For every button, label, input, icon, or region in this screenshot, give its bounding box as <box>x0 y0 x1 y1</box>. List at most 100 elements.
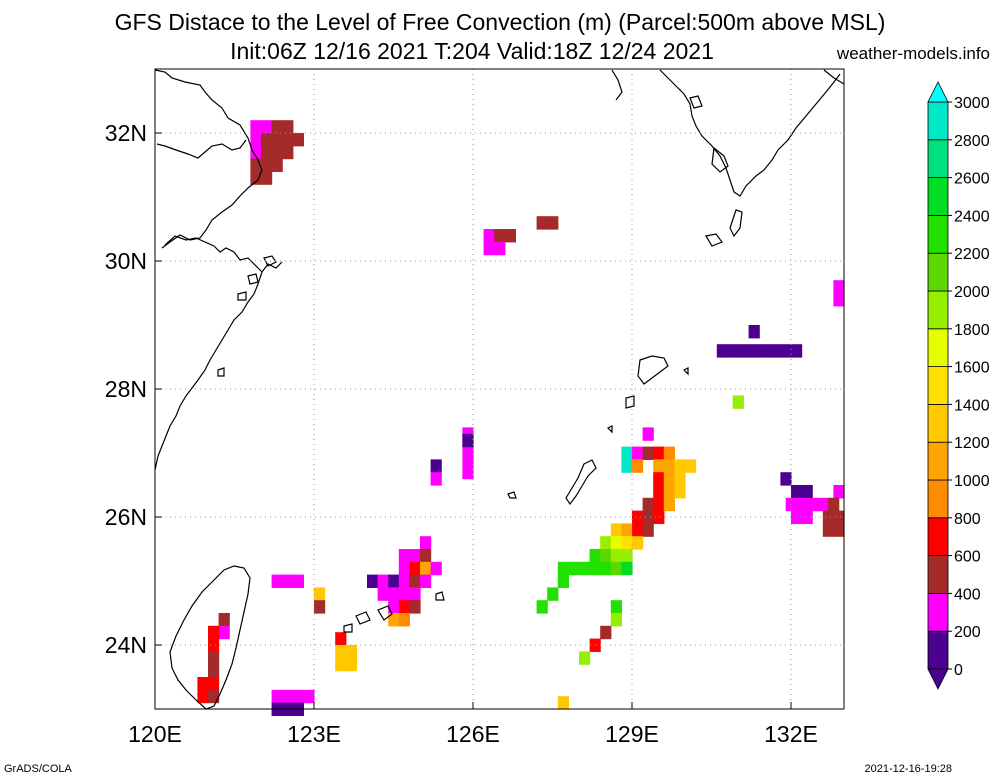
lfc-cell <box>430 459 442 473</box>
lfc-cell <box>822 510 834 524</box>
lat-tick-label: 24N <box>105 632 147 658</box>
lon-axis: 120E 123E 126E 129E 132E <box>128 702 818 747</box>
lfc-cell <box>632 459 644 473</box>
colorbar-label: 2200 <box>954 246 990 263</box>
lfc-cell <box>600 536 612 550</box>
lfc-cell <box>663 472 675 486</box>
lfc-cell <box>833 510 845 524</box>
lfc-cell <box>801 485 813 499</box>
lfc-cell <box>430 561 442 576</box>
coast-japan <box>611 69 845 247</box>
lfc-cell <box>642 446 654 460</box>
lfc-cell <box>282 689 294 704</box>
lfc-cell <box>738 344 750 358</box>
lfc-cell <box>388 600 400 614</box>
colorbar-swatch <box>927 403 949 443</box>
lfc-cell <box>398 613 410 627</box>
lfc-cell <box>791 344 803 358</box>
colorbar-label: 600 <box>954 549 981 566</box>
lfc-cell <box>282 120 294 134</box>
colorbar-swatch <box>927 517 949 556</box>
lon-tick-label: 126E <box>446 721 500 747</box>
lfc-cell <box>801 510 813 524</box>
lfc-cell <box>732 395 744 409</box>
colorbar-label: 1400 <box>954 397 990 414</box>
lfc-cell <box>292 574 304 588</box>
lfc-cell <box>685 459 697 473</box>
lfc-cell <box>674 472 686 486</box>
lfc-cell <box>388 587 400 601</box>
lfc-cell <box>388 613 400 627</box>
lfc-cell <box>632 523 644 537</box>
lfc-cell <box>547 216 559 230</box>
lfc-cell <box>833 280 845 294</box>
lfc-cell <box>261 158 273 172</box>
lfc-cell <box>398 600 410 614</box>
lfc-cell <box>377 574 389 588</box>
lfc-cell <box>261 133 273 147</box>
lfc-cell <box>536 600 548 614</box>
colorbar-label: 1000 <box>954 473 990 490</box>
colorbar-label: 1600 <box>954 360 990 377</box>
lfc-cell <box>621 549 633 563</box>
colorbar-swatch <box>927 252 949 292</box>
lfc-cell <box>261 145 273 160</box>
lfc-cell <box>282 145 294 160</box>
lon-tick-label: 120E <box>128 721 182 747</box>
colorbar-swatch <box>927 290 949 330</box>
lat-tick-label: 30N <box>105 248 147 274</box>
lfc-cell <box>208 638 220 652</box>
coast-china <box>154 69 283 471</box>
colorbar-swatch <box>927 555 949 594</box>
coast-islands-zhoushan <box>217 255 277 377</box>
lfc-cell <box>483 229 495 243</box>
lfc-cell <box>547 587 559 601</box>
footer-timestamp: 2021-12-16-19:28 <box>864 763 952 775</box>
lfc-cell <box>409 549 421 563</box>
lfc-cell <box>494 241 506 256</box>
lfc-cell <box>642 427 654 441</box>
lfc-cell <box>420 574 432 588</box>
lfc-cell <box>250 171 262 185</box>
lfc-cell <box>420 561 432 576</box>
chart-subtitle: Init:06Z 12/16 2021 T:204 Valid:18Z 12/2… <box>230 38 714 64</box>
lfc-cell <box>483 241 495 256</box>
colorbar-label: 1200 <box>954 435 990 452</box>
lfc-cell <box>250 133 262 147</box>
lfc-cell <box>218 613 230 627</box>
lfc-cell <box>716 344 728 358</box>
lfc-cell <box>271 158 283 172</box>
lfc-cell <box>335 657 347 672</box>
lon-tick-label: 129E <box>605 721 659 747</box>
lfc-cell <box>271 133 283 147</box>
lfc-cell <box>250 158 262 172</box>
lfc-cell <box>791 510 803 524</box>
lfc-cell <box>663 459 675 473</box>
lfc-cell <box>642 523 654 537</box>
lfc-cell <box>610 536 622 550</box>
lat-tick-label: 26N <box>105 504 147 530</box>
lfc-cell <box>653 446 665 460</box>
lfc-cell <box>409 600 421 614</box>
lfc-cell <box>568 561 580 576</box>
lfc-cell <box>345 657 357 672</box>
graticule <box>155 69 844 709</box>
colorbar-swatch <box>927 593 949 632</box>
chart-title: GFS Distace to the Level of Free Convect… <box>114 9 886 35</box>
lfc-cell <box>663 485 675 499</box>
lfc-cell <box>653 459 665 473</box>
colorbar-label: 2600 <box>954 171 990 188</box>
lfc-cell <box>621 446 633 460</box>
lfc-cell <box>409 561 421 576</box>
lfc-cell <box>769 344 781 358</box>
lfc-cell <box>398 561 410 576</box>
colorbar-swatch <box>927 139 949 179</box>
lfc-cell <box>632 446 644 460</box>
lfc-cell <box>536 216 548 230</box>
lfc-cell <box>579 561 591 576</box>
lfc-cell <box>208 689 220 704</box>
colorbar-label: 400 <box>954 586 981 603</box>
colorbar-swatch <box>927 630 949 670</box>
colorbar-label: 2000 <box>954 284 990 301</box>
lfc-cell <box>462 433 474 448</box>
